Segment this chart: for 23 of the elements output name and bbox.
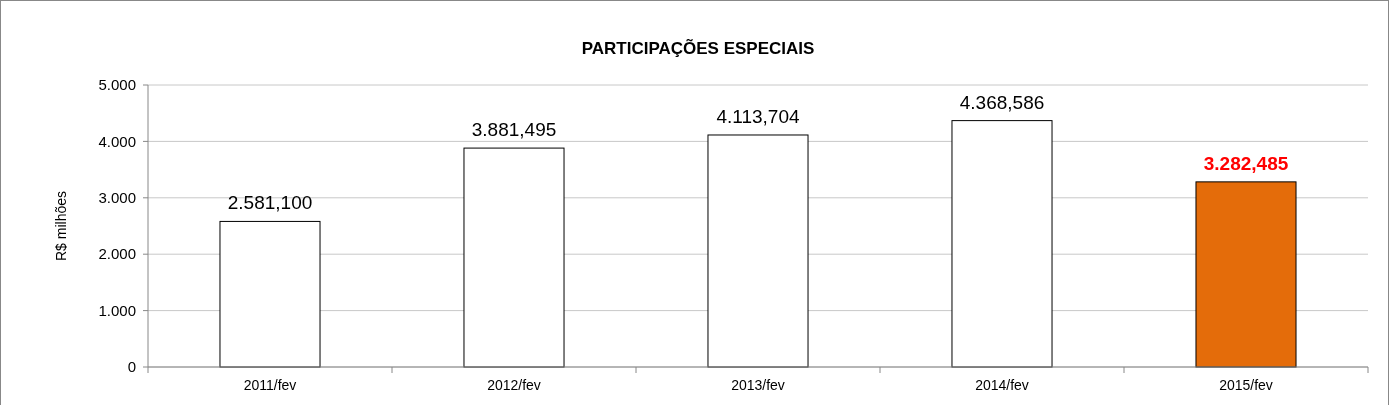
x-tick-label: 2014/fev <box>975 377 1029 393</box>
y-tick-label: 3.000 <box>98 189 136 207</box>
data-label: 3.282,485 <box>1203 152 1289 174</box>
data-label: 3.881,495 <box>471 119 557 141</box>
x-tick-label: 2011/fev <box>243 377 297 393</box>
x-tick-label: 2012/fev <box>487 377 541 393</box>
y-tick-label: 2.000 <box>98 245 136 263</box>
y-tick-label: 0 <box>127 358 136 376</box>
y-tick-label: 5.000 <box>98 76 136 94</box>
bar <box>1195 181 1297 368</box>
bar <box>219 220 321 368</box>
x-tick-label: 2015/fev <box>1219 377 1273 393</box>
data-label: 4.113,704 <box>716 105 800 127</box>
data-label: 4.368,586 <box>959 91 1045 113</box>
bar <box>463 147 565 368</box>
y-axis-title: R$ milhões <box>53 190 69 262</box>
x-tick-label: 2013/fev <box>731 377 785 393</box>
bar <box>707 134 809 368</box>
chart-title: PARTICIPAÇÕES ESPECIAIS <box>581 38 815 58</box>
bar <box>951 120 1053 368</box>
y-tick-label: 4.000 <box>98 132 136 150</box>
data-label: 2.581,100 <box>227 192 313 214</box>
y-tick-label: 1.000 <box>98 301 136 319</box>
